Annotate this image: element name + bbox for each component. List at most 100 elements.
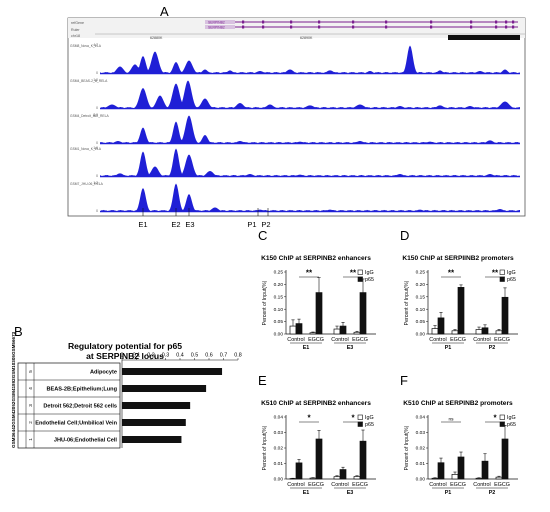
bar-p65: [296, 463, 302, 479]
chart-title: K510 ChIP at SERPINB2 promoters: [403, 400, 513, 407]
legend-label-p65: p65: [365, 422, 374, 428]
significance-mark: **: [306, 269, 313, 278]
bar-p65: [316, 293, 322, 334]
y-tick-label: 0.02: [416, 446, 426, 452]
group-label: E1: [303, 345, 310, 351]
bar-p65: [316, 439, 322, 479]
panel-label-d: D: [400, 228, 409, 243]
exon-mark: [505, 26, 507, 29]
y-axis-label: Percent of Input(%): [404, 280, 410, 325]
chart-d: K150 ChIP at SERPIINB2 promoters Percent …: [402, 255, 518, 351]
exon-mark: [352, 21, 354, 24]
condition-label: Control: [287, 482, 304, 488]
rank-label: 3: [28, 404, 33, 407]
rank-label: 1: [28, 438, 33, 441]
y-tick-label: 0.03: [416, 430, 426, 436]
condition-label: EGCG: [494, 337, 510, 343]
chart-title: K150 ChIP at SERPIINB2 promoters: [402, 255, 514, 262]
legend-label-igg: IgG: [365, 415, 374, 421]
bar-p65: [438, 318, 444, 334]
bar-p65: [360, 293, 366, 334]
group-label: E1: [303, 490, 310, 496]
bar-igg: [476, 478, 482, 479]
bar: [122, 385, 206, 392]
condition-label: Control: [429, 337, 446, 343]
chart-e: K510 ChIP at SERPINB2 enhancers Percent o…: [261, 400, 376, 496]
exon-mark: [495, 21, 497, 24]
y-axis-label: Percent of Input(%): [262, 425, 268, 470]
y-tick-label: 0.25: [416, 270, 426, 276]
x-tick-label: 0.5: [191, 353, 199, 359]
group-label: P2: [489, 345, 496, 351]
x-tick-label: 0.3: [162, 353, 170, 359]
category-label: JHU-06;Endothelial Cell: [54, 438, 118, 444]
panel-label-f: F: [400, 373, 408, 388]
exon-mark: [262, 21, 264, 24]
legend-label-igg: IgG: [507, 270, 516, 276]
condition-label: EGCG: [308, 337, 324, 343]
track-label: GSM7_JHU-06_RELA: [70, 182, 104, 186]
scale-bar: [448, 35, 520, 40]
exon-mark: [495, 26, 497, 29]
track-label-refgene: refGene: [71, 21, 84, 25]
bar-p65: [360, 441, 366, 479]
bar-p65: [296, 324, 302, 334]
legend-label-igg: IgG: [365, 270, 374, 276]
chr-label: chr18: [71, 34, 80, 38]
exon-mark: [470, 21, 472, 24]
condition-label: EGCG: [450, 482, 466, 488]
legend-label-p65: p65: [365, 277, 374, 283]
track-max: 1.2: [93, 181, 98, 185]
exon-mark: [385, 21, 387, 24]
x-tick-label: 0.8: [234, 353, 242, 359]
y-tick-label: 0.01: [416, 461, 426, 467]
condition-label: EGCG: [308, 482, 324, 488]
y-tick-label: 0.00: [274, 332, 284, 338]
track-label: GSM4_Detroit_562_RELA: [70, 114, 109, 118]
condition-label: EGCG: [352, 482, 368, 488]
exon-mark: [512, 21, 514, 24]
exon-mark: [318, 26, 320, 29]
bar-igg: [354, 332, 360, 334]
bar: [122, 436, 181, 443]
y-tick-label: 0.01: [274, 461, 284, 467]
track-label-ruler: Ruler: [71, 28, 80, 32]
bar-p65: [458, 287, 464, 334]
chart-title: K510 ChIP at SERPINB2 enhancers: [261, 400, 371, 407]
y-tick-label: 0.03: [274, 430, 284, 436]
chart-title: K150 ChIP at SERPINB2 enhancers: [261, 255, 371, 262]
panel-label-c: C: [258, 228, 267, 243]
bar-igg: [476, 330, 482, 334]
panel-label-a: A: [160, 4, 169, 19]
legend-swatch-p65: [358, 277, 363, 282]
x-tick-label: 0.7: [220, 353, 228, 359]
y-tick-label: 0.05: [416, 319, 426, 325]
bar-igg: [310, 478, 316, 479]
category-label: Endothelial Cell;Umbilical Vein: [35, 421, 117, 427]
legend-swatch-igg: [358, 270, 363, 275]
condition-label: Control: [473, 482, 490, 488]
exon-mark: [505, 21, 507, 24]
condition-label: EGCG: [450, 337, 466, 343]
y-tick-label: 0.04: [274, 415, 284, 421]
category-label: Adipocyte: [90, 370, 117, 376]
track-label: GSM4_BEAS-2_B_RELA: [70, 79, 108, 83]
condition-label: Control: [473, 337, 490, 343]
bar-igg: [290, 326, 296, 334]
condition-label: Control: [331, 482, 348, 488]
rank-label: 4: [28, 387, 33, 390]
track-max: 1.0: [93, 78, 98, 82]
coord-tick-1: 62880K: [150, 36, 163, 40]
track-max: 1.6: [93, 146, 98, 150]
x-tick-label: 0: [121, 353, 124, 359]
x-tick-label: 0.1: [133, 353, 141, 359]
exon-mark: [385, 26, 387, 29]
region-label-e1: E1: [138, 220, 147, 229]
condition-label: EGCG: [494, 482, 510, 488]
significance-mark: *: [493, 414, 497, 423]
region-label-p1: P1: [247, 220, 256, 229]
legend-swatch-igg: [500, 270, 505, 275]
legend-swatch-p65: [500, 277, 505, 282]
